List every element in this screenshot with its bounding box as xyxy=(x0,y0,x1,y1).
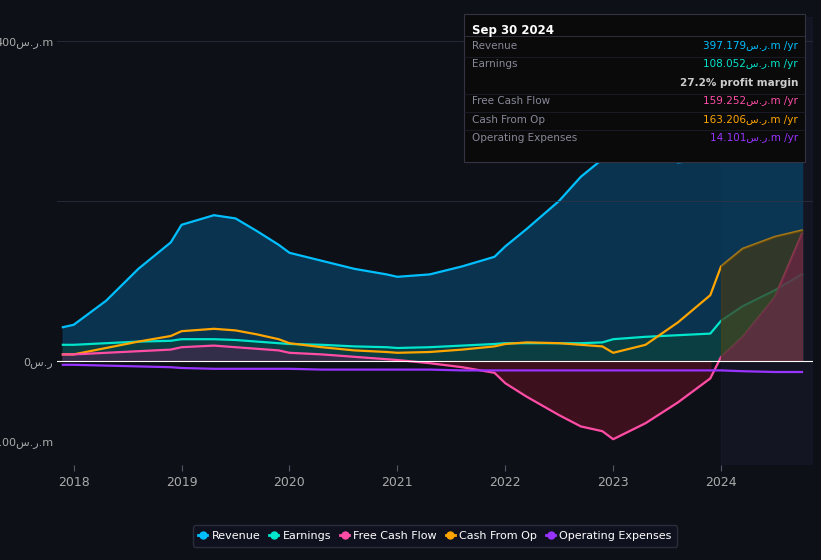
Text: Sep 30 2024: Sep 30 2024 xyxy=(472,24,554,37)
Text: 397.179س.ر.m /yr: 397.179س.ر.m /yr xyxy=(703,41,798,51)
Text: 159.252س.ر.m /yr: 159.252س.ر.m /yr xyxy=(703,96,798,106)
Text: 14.101س.ر.m /yr: 14.101س.ر.m /yr xyxy=(710,133,798,143)
Text: Earnings: Earnings xyxy=(472,59,517,69)
Text: Cash From Op: Cash From Op xyxy=(472,115,545,125)
Bar xyxy=(721,17,813,465)
Text: 108.052س.ر.m /yr: 108.052س.ر.m /yr xyxy=(704,59,798,69)
Text: Revenue: Revenue xyxy=(472,41,517,51)
Text: Free Cash Flow: Free Cash Flow xyxy=(472,96,550,106)
Text: 163.206س.ر.m /yr: 163.206س.ر.m /yr xyxy=(704,115,798,125)
Text: Operating Expenses: Operating Expenses xyxy=(472,133,577,143)
Legend: Revenue, Earnings, Free Cash Flow, Cash From Op, Operating Expenses: Revenue, Earnings, Free Cash Flow, Cash … xyxy=(193,525,677,547)
Text: 27.2% profit margin: 27.2% profit margin xyxy=(680,78,798,88)
